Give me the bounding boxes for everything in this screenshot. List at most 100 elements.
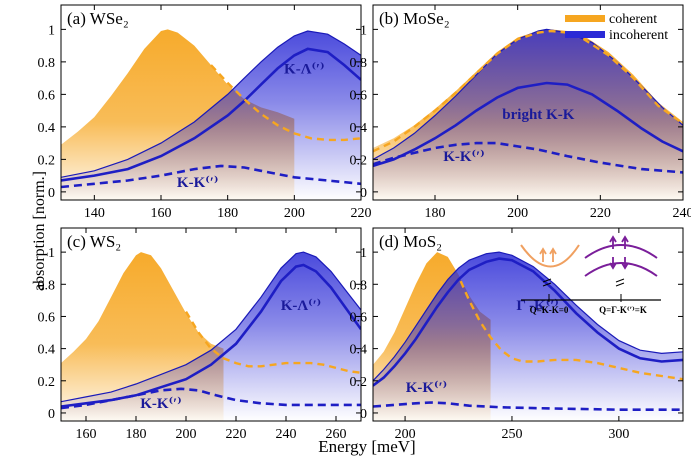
incoherent-area	[373, 29, 683, 200]
curve-annotation: K-K⁽ʹ⁾	[177, 175, 218, 191]
y-axis-label: absorption [norm.]	[31, 171, 48, 291]
panel-1: 140 160 180 200 220 0 0.2 0.4 0.6 0.8 1 (a) WSe₂ K-Λ…	[38, 4, 372, 221]
y-tick-label: 0.6	[350, 310, 368, 325]
y-tick-label: 0.4	[38, 121, 56, 136]
panel-title: (c) WS₂	[67, 232, 121, 251]
y-tick-label: 0.6	[350, 88, 368, 103]
x-tick-label: 260	[326, 427, 347, 442]
y-tick-label: 0.6	[38, 310, 56, 325]
band-inset: Q=K-K=0 Q=Γ-K⁽ʹ⁾=K	[520, 235, 661, 315]
y-tick-label: 0.2	[38, 153, 56, 168]
curve-annotation: bright K-K	[502, 107, 574, 123]
panel-3: 160 180 200 220 240 260 0 0.2 0.4 0.6 0.8 1 (c) WS₂ K…	[38, 227, 362, 442]
y-tick-label: 0.4	[350, 121, 368, 136]
x-tick-label: 160	[76, 427, 97, 442]
x-tick-label: 160	[151, 206, 172, 221]
spin-arrow	[621, 257, 629, 270]
plot-area	[61, 251, 361, 421]
panel-frame	[372, 4, 684, 201]
x-tick-label: 200	[507, 206, 528, 221]
x-tick-label: 300	[608, 427, 629, 442]
panel-frame	[60, 4, 362, 201]
right-band-upper	[584, 244, 658, 259]
spin-arrow	[539, 247, 547, 262]
x-tick-label: 200	[395, 427, 416, 442]
x-tick-label: 220	[351, 206, 372, 221]
panel-title: (a) WSe₂	[67, 9, 129, 28]
x-tick-label: 240	[673, 206, 691, 221]
plot-area	[373, 251, 683, 421]
x-tick-label: 180	[126, 427, 147, 442]
x-tick-label: 220	[590, 206, 611, 221]
y-tick-label: 0.8	[38, 56, 56, 71]
incoherent-area	[373, 252, 683, 421]
x-tick-label: 180	[217, 206, 238, 221]
right-band-lower	[584, 262, 658, 277]
y-tick-label: 1	[360, 23, 367, 38]
y-tick-label: 1	[48, 246, 55, 261]
panel-frame	[372, 227, 684, 422]
y-tick-label: 1	[48, 23, 55, 38]
curve-annotation: K-K⁽ʹ⁾	[406, 380, 447, 396]
series-line-3	[373, 29, 683, 153]
x-tick-label: 180	[425, 206, 446, 221]
x-axis-label: Energy [meV]	[318, 437, 415, 456]
incoherent-area	[61, 252, 361, 421]
y-tick-label: 0	[48, 186, 55, 201]
left-band	[520, 244, 580, 268]
series-line-3	[459, 280, 683, 381]
panel-4: 200 250 300 0 0.2 0.4 0.6 0.8 1 (d) MoS₂ Γ -K⁽ʹ⁾ K-…	[350, 227, 684, 442]
y-tick-label: 0.6	[38, 88, 56, 103]
spin-arrow	[609, 235, 617, 249]
curve-annotation: K-K⁽ʹ⁾	[443, 149, 484, 165]
x-tick-label: 200	[176, 427, 197, 442]
series-line-1	[373, 81, 683, 168]
series-line-3	[184, 310, 361, 374]
x-tick-label: 250	[501, 427, 522, 442]
legend-label-incoherent: incoherent	[609, 28, 668, 43]
series-line-2	[61, 164, 361, 189]
y-tick-label: 0.4	[350, 343, 368, 358]
x-tick-label: 200	[284, 206, 305, 221]
series-line-2	[373, 401, 683, 411]
panel-frame	[60, 227, 362, 422]
axis-break	[615, 278, 625, 287]
y-tick-label: 0	[360, 186, 367, 201]
legend-swatch-coherent	[565, 15, 605, 22]
panel-title: (b) MoSe₂	[379, 9, 450, 28]
spin-arrow	[609, 257, 617, 270]
panel-title: (d) MoS₂	[379, 232, 442, 251]
curve-annotation: Γ -K⁽ʹ⁾	[516, 298, 559, 314]
y-tick-label: 0	[360, 407, 367, 422]
series-line-3	[210, 64, 361, 142]
y-tick-label: 0.2	[38, 375, 56, 390]
panel-2: 180 200 220 240 0 0.2 0.4 0.6 0.8 1 (b) MoSe₂ brigh…	[350, 4, 691, 221]
incoherent-envelope	[61, 30, 361, 178]
series-line-1	[61, 47, 361, 182]
y-tick-label: 0.8	[38, 278, 56, 293]
plot-area	[61, 29, 361, 200]
legend-label-coherent: coherent	[609, 12, 657, 27]
curve-annotation: K-Λ⁽ʹ⁾	[284, 61, 325, 77]
spin-arrow	[549, 247, 557, 262]
incoherent-envelope	[373, 251, 683, 382]
curve-annotation: K-K⁽ʹ⁾	[140, 396, 181, 412]
y-tick-label: 0.2	[350, 153, 368, 168]
series-line-2	[373, 141, 683, 174]
inset-right-label: Q=Γ-K⁽ʹ⁾=K	[599, 305, 647, 315]
y-tick-label: 0.8	[350, 56, 368, 71]
spin-arrow	[621, 235, 629, 249]
legend-swatch-incoherent	[565, 31, 605, 38]
x-tick-label: 140	[84, 206, 105, 221]
curve-annotation: K-Λ⁽ʹ⁾	[281, 298, 322, 314]
y-tick-label: 0.2	[350, 375, 368, 390]
incoherent-area	[61, 31, 361, 200]
inset-left-label: Q=K-K=0	[530, 305, 569, 315]
x-tick-label: 220	[226, 427, 247, 442]
y-tick-label: 0.4	[38, 343, 56, 358]
series-line-1	[373, 257, 683, 387]
series-line-1	[61, 263, 361, 408]
y-tick-label: 0	[48, 407, 55, 422]
